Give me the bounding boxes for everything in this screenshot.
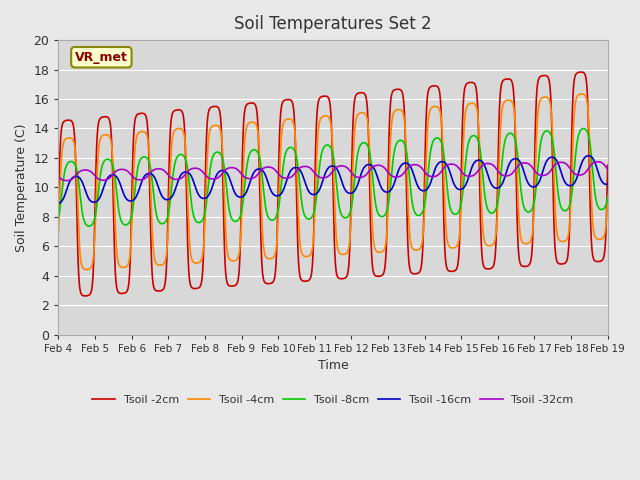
Tsoil -2cm bbox=[322, 93, 330, 99]
Tsoil -16cm bbox=[588, 155, 596, 160]
Tsoil -16cm bbox=[322, 170, 330, 176]
Tsoil -8cm bbox=[588, 163, 596, 168]
Tsoil -32cm bbox=[588, 161, 596, 167]
Tsoil -8cm bbox=[54, 215, 62, 221]
Legend: Tsoil -2cm, Tsoil -4cm, Tsoil -8cm, Tsoil -16cm, Tsoil -32cm: Tsoil -2cm, Tsoil -4cm, Tsoil -8cm, Tsoi… bbox=[88, 390, 578, 409]
Tsoil -4cm bbox=[487, 243, 495, 249]
Tsoil -2cm bbox=[487, 265, 495, 271]
Tsoil -8cm bbox=[580, 126, 588, 132]
Tsoil -8cm bbox=[588, 160, 596, 166]
Line: Tsoil -4cm: Tsoil -4cm bbox=[58, 94, 607, 270]
Tsoil -8cm bbox=[322, 143, 330, 148]
Tsoil -2cm bbox=[577, 69, 585, 75]
Tsoil -4cm bbox=[83, 267, 91, 273]
Line: Tsoil -32cm: Tsoil -32cm bbox=[58, 162, 607, 180]
Tsoil -16cm bbox=[307, 191, 315, 197]
Tsoil -2cm bbox=[54, 206, 62, 212]
Tsoil -2cm bbox=[307, 273, 315, 278]
Tsoil -32cm bbox=[83, 167, 91, 173]
Tsoil -2cm bbox=[604, 162, 611, 168]
Tsoil -2cm bbox=[588, 247, 596, 252]
Tsoil -8cm bbox=[85, 223, 93, 229]
Tsoil -2cm bbox=[81, 293, 89, 299]
Tsoil -16cm bbox=[604, 181, 611, 187]
Tsoil -8cm bbox=[83, 222, 90, 228]
X-axis label: Time: Time bbox=[317, 359, 348, 372]
Tsoil -4cm bbox=[322, 113, 330, 119]
Tsoil -16cm bbox=[487, 180, 495, 186]
Tsoil -8cm bbox=[307, 215, 315, 221]
Line: Tsoil -16cm: Tsoil -16cm bbox=[58, 156, 607, 204]
Tsoil -32cm bbox=[63, 178, 70, 183]
Tsoil -32cm bbox=[594, 159, 602, 165]
Tsoil -2cm bbox=[83, 293, 91, 299]
Tsoil -32cm bbox=[54, 174, 62, 180]
Tsoil -8cm bbox=[487, 210, 495, 216]
Tsoil -32cm bbox=[604, 167, 611, 172]
Tsoil -16cm bbox=[54, 201, 62, 206]
Tsoil -32cm bbox=[487, 161, 495, 167]
Line: Tsoil -2cm: Tsoil -2cm bbox=[58, 72, 607, 296]
Tsoil -16cm bbox=[83, 191, 90, 197]
Title: Soil Temperatures Set 2: Soil Temperatures Set 2 bbox=[234, 15, 432, 33]
Tsoil -4cm bbox=[588, 207, 596, 213]
Tsoil -8cm bbox=[604, 195, 611, 201]
Tsoil -4cm bbox=[54, 230, 62, 236]
Tsoil -32cm bbox=[322, 175, 330, 180]
Tsoil -32cm bbox=[307, 166, 315, 172]
Y-axis label: Soil Temperature (C): Soil Temperature (C) bbox=[15, 123, 28, 252]
Tsoil -16cm bbox=[588, 154, 596, 160]
Tsoil -32cm bbox=[588, 161, 596, 167]
Tsoil -4cm bbox=[307, 251, 315, 256]
Text: VR_met: VR_met bbox=[75, 51, 128, 64]
Tsoil -2cm bbox=[588, 250, 596, 255]
Tsoil -4cm bbox=[604, 194, 611, 200]
Line: Tsoil -8cm: Tsoil -8cm bbox=[58, 129, 607, 226]
Tsoil -16cm bbox=[584, 153, 592, 158]
Tsoil -4cm bbox=[83, 267, 90, 273]
Tsoil -4cm bbox=[578, 91, 586, 97]
Tsoil -4cm bbox=[588, 213, 596, 218]
